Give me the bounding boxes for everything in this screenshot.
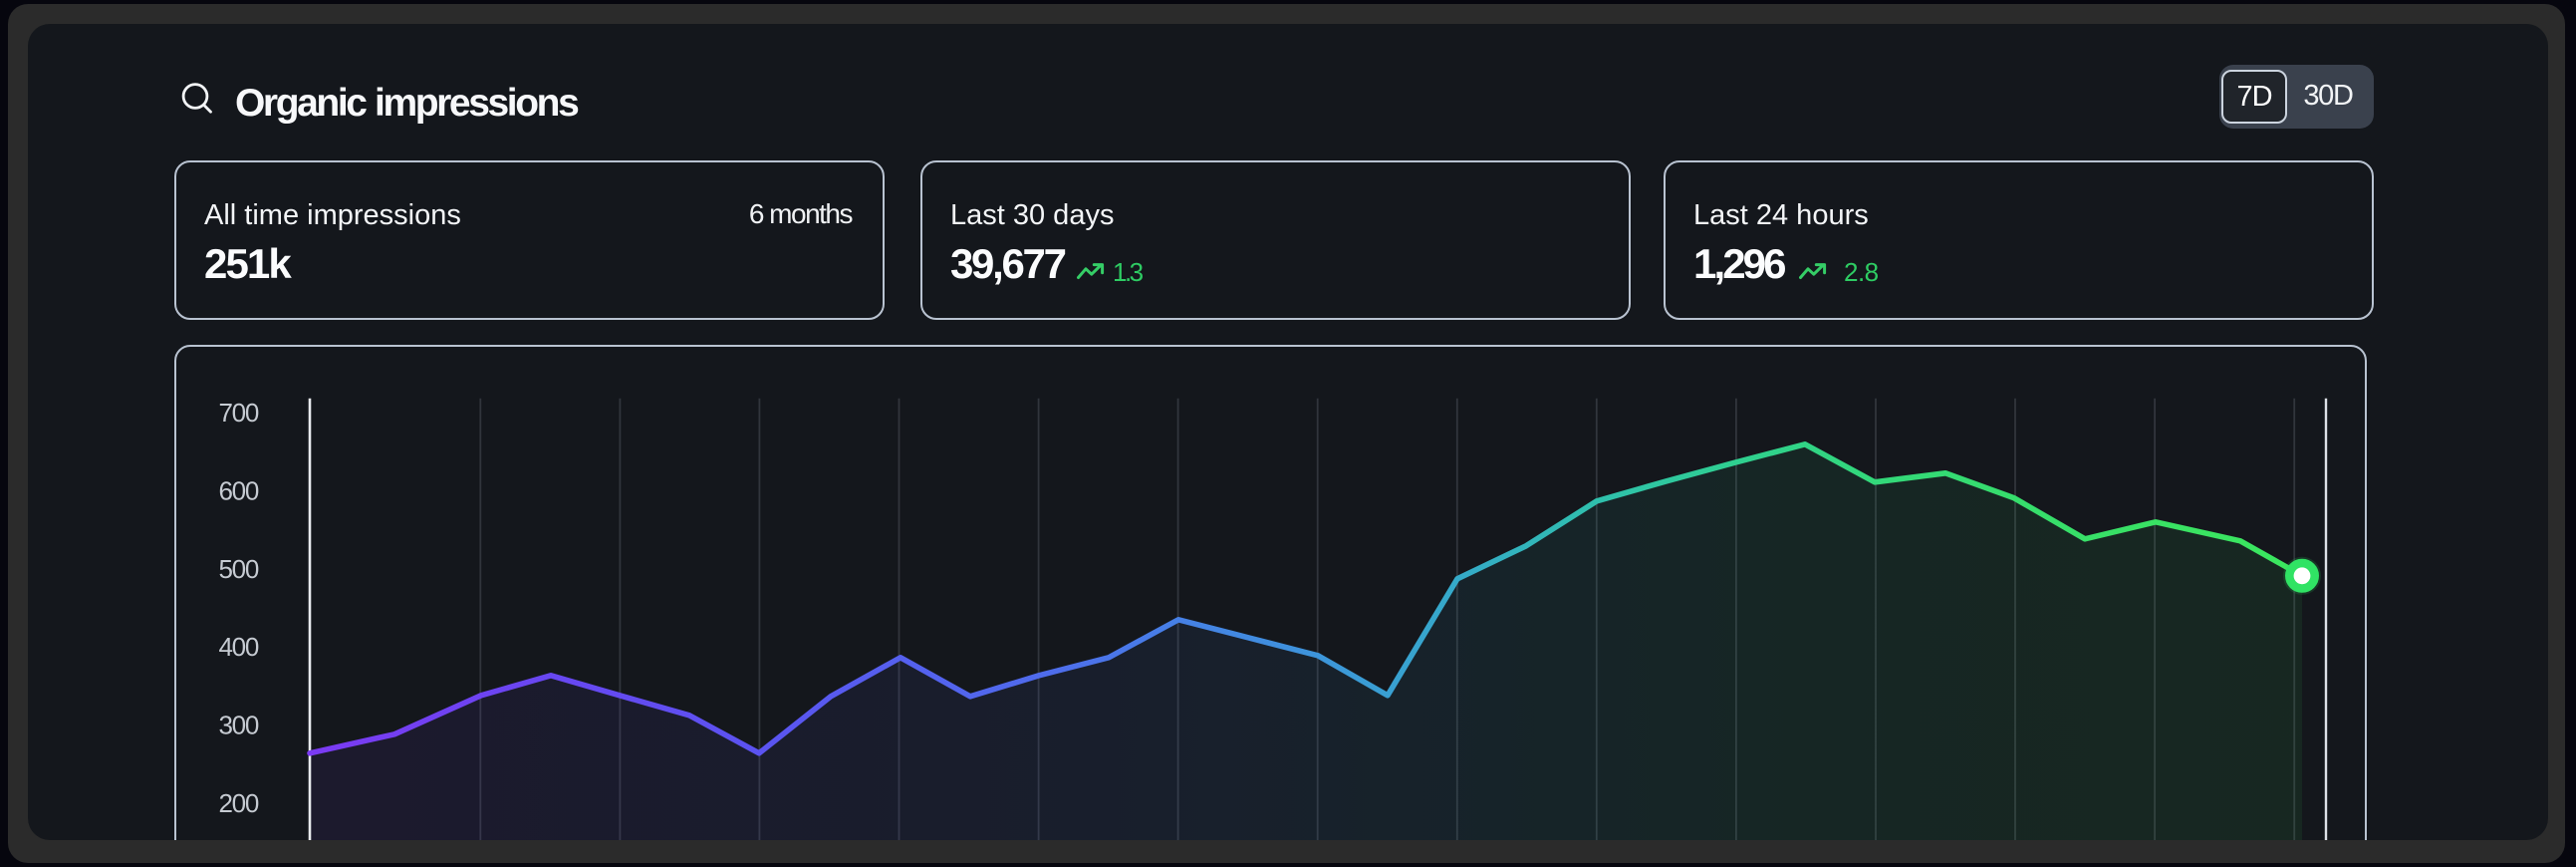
svg-text:600: 600 (219, 476, 259, 506)
svg-text:500: 500 (219, 554, 259, 584)
svg-text:200: 200 (219, 788, 259, 818)
svg-text:700: 700 (219, 398, 259, 428)
svg-text:400: 400 (219, 632, 259, 662)
svg-text:300: 300 (219, 711, 259, 740)
